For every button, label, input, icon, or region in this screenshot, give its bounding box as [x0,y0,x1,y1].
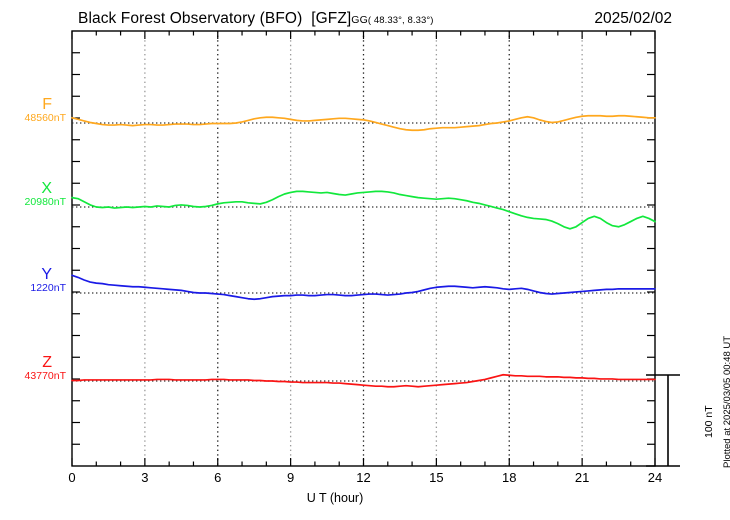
series-line-y [71,274,656,301]
component-baseline-z: 43770nT [24,370,66,382]
component-baseline-f: 48560nT [24,112,66,124]
chart-header: Black Forest Observatory (BFO) [GFZ]GG( … [0,10,730,32]
component-label-f: F 48560nT [2,97,66,125]
grid-lines [144,31,583,466]
component-baseline-x: 20980nT [24,196,66,208]
institute-code: [GFZ] [311,10,352,27]
component-symbol-y: Y [41,266,52,283]
observation-date: 2025/02/02 [594,10,672,27]
x-tick-label-15: 15 [429,470,444,485]
plotted-timestamp: Plotted at 2025/03/05 00:48 UT [722,335,730,468]
x-tick-label-21: 21 [574,470,590,485]
observatory-coordinates: ( 48.33°, 8.33°) [367,15,434,26]
x-tick-label-9: 9 [287,470,295,485]
scale-bar [646,374,680,467]
component-baseline-y: 1220nT [30,282,66,294]
component-label-x: X 20980nT [2,181,66,209]
component-symbol-f: F [42,96,52,113]
x-axis-tick-labels: 0 3 6 9 12 15 18 21 24 [0,470,730,488]
component-label-y: Y 1220nT [2,267,66,295]
x-tick-label-12: 12 [356,470,371,485]
series-line-x [71,190,656,230]
observatory-name: Black Forest Observatory (BFO) [78,10,303,27]
scale-bar-label: 100 nT [703,405,715,438]
component-symbol-x: X [41,180,52,197]
page-title: Black Forest Observatory (BFO) [GFZ]GG( … [78,10,434,28]
component-symbol-z: Z [42,354,52,371]
x-axis-title: U T (hour) [0,491,730,505]
x-tick-label-24: 24 [647,470,663,485]
series-line-z [71,373,656,388]
x-tick-label-0: 0 [68,470,76,485]
axis-ticks [71,31,656,466]
x-tick-label-3: 3 [141,470,149,485]
x-axis-title-text: U T (hour) [306,491,364,505]
x-tick-label-6: 6 [214,470,222,485]
x-tick-label-18: 18 [502,470,517,485]
data-series-group [71,114,656,388]
component-label-z: Z 43770nT [2,355,66,383]
institute-subcode: GG [351,14,368,26]
series-line-f [71,114,656,132]
